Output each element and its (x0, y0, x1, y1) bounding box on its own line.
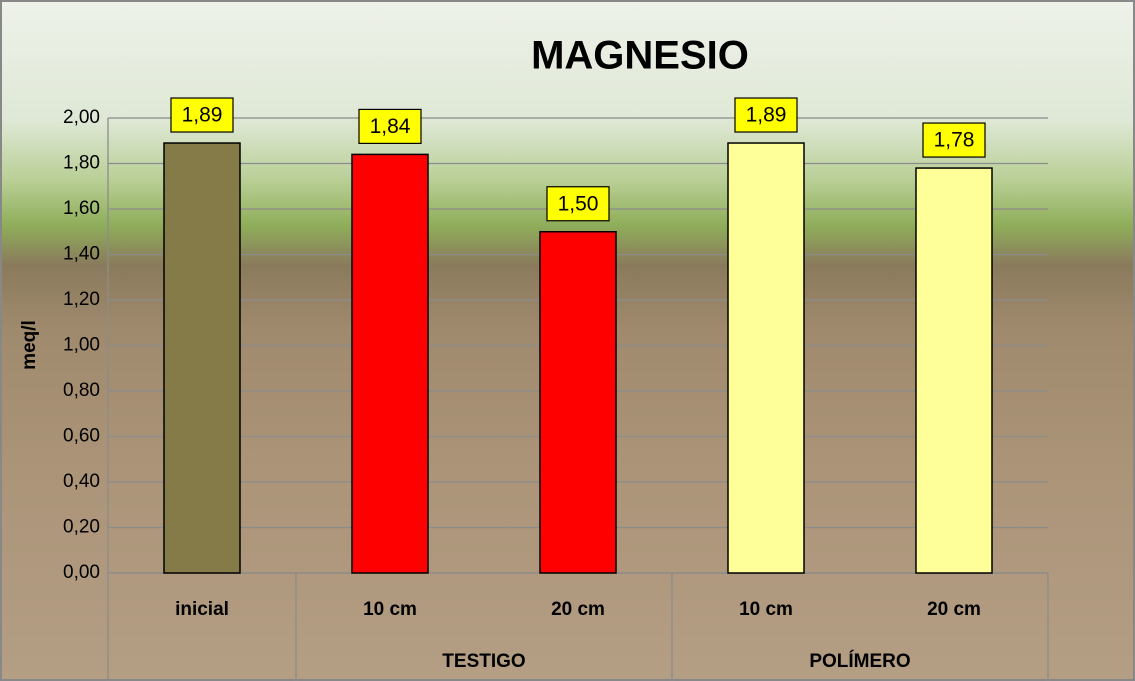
y-tick-label: 0,00 (63, 562, 100, 583)
bar (164, 143, 240, 573)
y-tick-label: 0,60 (63, 426, 100, 447)
y-tick-label: 1,00 (63, 335, 100, 356)
data-label: 1,89 (182, 104, 223, 127)
x-tick-label: 20 cm (551, 599, 605, 620)
data-label: 1,84 (370, 115, 411, 138)
bar (540, 232, 616, 573)
chart: MAGNESIO meq/l 0,00 0,20 0,40 0,60 0,80 1,00 1… (0, 0, 1135, 681)
x-tick-label: 10 cm (739, 599, 793, 620)
bar (352, 154, 428, 573)
y-tick-label: 0,80 (63, 380, 100, 401)
bar (916, 168, 992, 573)
y-axis-label: meq/l (19, 320, 40, 370)
y-tick-label: 1,40 (63, 244, 100, 265)
data-label: 1,89 (746, 104, 787, 127)
y-tick-label: 1,60 (63, 198, 100, 219)
data-label: 1,50 (558, 192, 599, 215)
x-tick-label: 10 cm (363, 599, 417, 620)
y-tick-label: 0,20 (63, 517, 100, 538)
group-label: TESTIGO (442, 651, 525, 672)
chart-title: MAGNESIO (531, 34, 749, 78)
y-tick-label: 0,40 (63, 471, 100, 492)
y-tick-label: 1,80 (63, 153, 100, 174)
x-tick-label: 20 cm (927, 599, 981, 620)
data-label: 1,78 (934, 129, 975, 152)
x-tick-label: inicial (175, 599, 229, 620)
group-label: POLÍMERO (809, 650, 910, 672)
bar (728, 143, 804, 573)
y-tick-label: 1,20 (63, 289, 100, 310)
y-tick-label: 2,00 (63, 107, 100, 128)
